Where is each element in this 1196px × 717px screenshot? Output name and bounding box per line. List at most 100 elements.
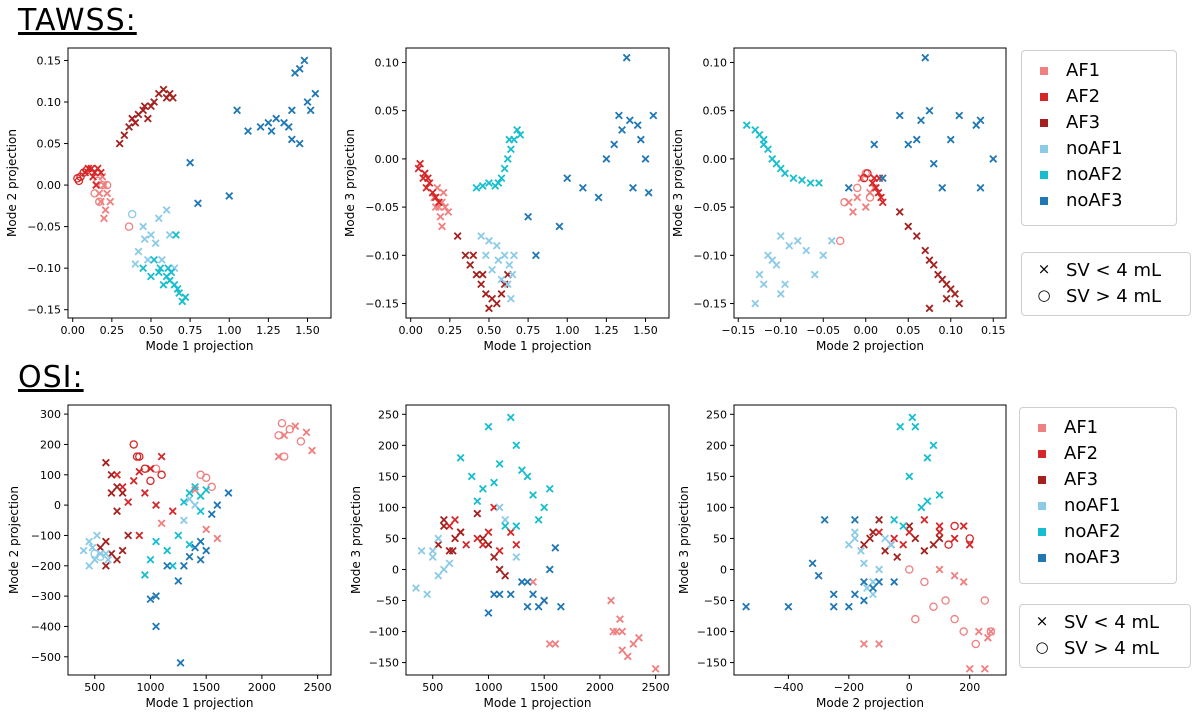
- data-point: [264, 118, 273, 127]
- data-point: [478, 270, 487, 279]
- data-point: [90, 189, 99, 198]
- data-point: [484, 540, 493, 549]
- data-point: [96, 197, 105, 206]
- data-point: [154, 268, 163, 277]
- data-point: [641, 154, 650, 163]
- data-point: [523, 472, 532, 481]
- data-point: [423, 174, 432, 183]
- data-point: [107, 489, 116, 497]
- data-point: [881, 534, 890, 543]
- data-point: [950, 614, 959, 624]
- data-point: [850, 528, 859, 537]
- x-tick-label: −0.15: [721, 324, 755, 337]
- legend-item: AF2: [1020, 442, 1176, 466]
- data-point: [456, 453, 465, 462]
- data-point: [98, 180, 107, 190]
- data-point: [439, 522, 448, 530]
- data-point: [107, 470, 116, 479]
- data-point: [859, 173, 869, 183]
- data-point: [191, 482, 199, 491]
- data-point: [165, 230, 174, 239]
- legend-item: ○ SV > 4 mL: [1022, 285, 1190, 309]
- data-point: [467, 472, 476, 481]
- data-point: [974, 627, 983, 636]
- data-point: [157, 255, 166, 264]
- data-point: [306, 106, 315, 115]
- data-point: [150, 98, 159, 106]
- data-point: [959, 577, 968, 586]
- x-tick-label: 0.10: [939, 324, 964, 337]
- data-point: [512, 553, 521, 562]
- y-tick-label: 0.10: [37, 96, 62, 109]
- y-tick-label: −150: [369, 657, 399, 670]
- legend-label: SV > 4 mL: [1064, 638, 1160, 659]
- data-point: [810, 270, 819, 279]
- legend-item: AF3: [1022, 111, 1176, 135]
- data-point: [633, 121, 642, 130]
- x-tick-label: 2000: [248, 681, 276, 694]
- data-point: [196, 507, 205, 516]
- data-point: [256, 122, 265, 131]
- data-point: [431, 193, 440, 202]
- data-point: [899, 522, 908, 530]
- data-point: [874, 188, 883, 197]
- y-tick-label: 250: [706, 408, 727, 421]
- data-point: [492, 299, 501, 308]
- x-tick-label: 0.00: [398, 324, 423, 337]
- data-point: [789, 174, 798, 183]
- data-point: [875, 640, 884, 648]
- data-point: [759, 135, 768, 144]
- data-point: [555, 222, 564, 231]
- data-point: [422, 183, 431, 192]
- data-point: [534, 602, 543, 611]
- y-tick-label: −0.15: [693, 298, 727, 311]
- data-point: [179, 498, 188, 507]
- data-point: [578, 183, 587, 192]
- data-point: [85, 561, 94, 570]
- legend-groups-osi: AF1 AF2 AF3 noAF1 noAF2 noAF3: [1019, 407, 1177, 584]
- data-point: [607, 596, 615, 605]
- data-point: [895, 207, 904, 216]
- y-tick-label: 150: [378, 470, 399, 483]
- data-point: [85, 537, 94, 546]
- data-point: [986, 627, 996, 636]
- data-point: [618, 126, 626, 134]
- data-point: [781, 280, 789, 289]
- data-point: [950, 534, 959, 543]
- data-point: [154, 214, 163, 223]
- data-point: [456, 528, 465, 537]
- data-point: [920, 577, 929, 587]
- data-point: [131, 260, 140, 268]
- plot-frame: [733, 404, 1007, 676]
- data-point: [614, 111, 623, 120]
- y-tick-label: 0.15: [37, 54, 62, 67]
- legend-label: AF3: [1064, 469, 1099, 490]
- x-tick-label: 1.25: [256, 324, 281, 337]
- data-point: [912, 232, 921, 240]
- data-point: [844, 540, 853, 549]
- chart-panel: 0.00 0.25 0.50 0.75 1.00 1.25 1.50 −0.15 −0.10 −0…: [343, 47, 670, 353]
- data-point: [905, 472, 914, 481]
- x-tick-label: 1.00: [555, 324, 580, 337]
- legend-label: noAF3: [1064, 547, 1121, 568]
- data-point: [140, 464, 150, 473]
- x-axis-label: Mode 1 projection: [484, 696, 592, 710]
- data-point: [497, 174, 506, 183]
- x-tick-label: 0.15: [981, 324, 1006, 337]
- legend-swatch: [1038, 424, 1046, 432]
- y-tick-label: 100: [378, 501, 399, 514]
- data-point: [950, 521, 959, 531]
- x-marker-icon: ×: [1037, 260, 1051, 278]
- data-point: [523, 577, 532, 586]
- data-point: [905, 565, 914, 574]
- legend-groups-tawss: AF1 AF2 AF3 noAF1 noAF2 noAF3: [1021, 50, 1177, 226]
- data-point: [146, 555, 155, 564]
- data-point: [113, 555, 121, 564]
- x-tick-label: 2500: [304, 681, 332, 694]
- data-point: [840, 198, 849, 207]
- data-point: [986, 627, 995, 636]
- data-point: [436, 212, 445, 221]
- data-point: [412, 584, 420, 593]
- data-point: [529, 491, 537, 499]
- data-point: [92, 181, 101, 190]
